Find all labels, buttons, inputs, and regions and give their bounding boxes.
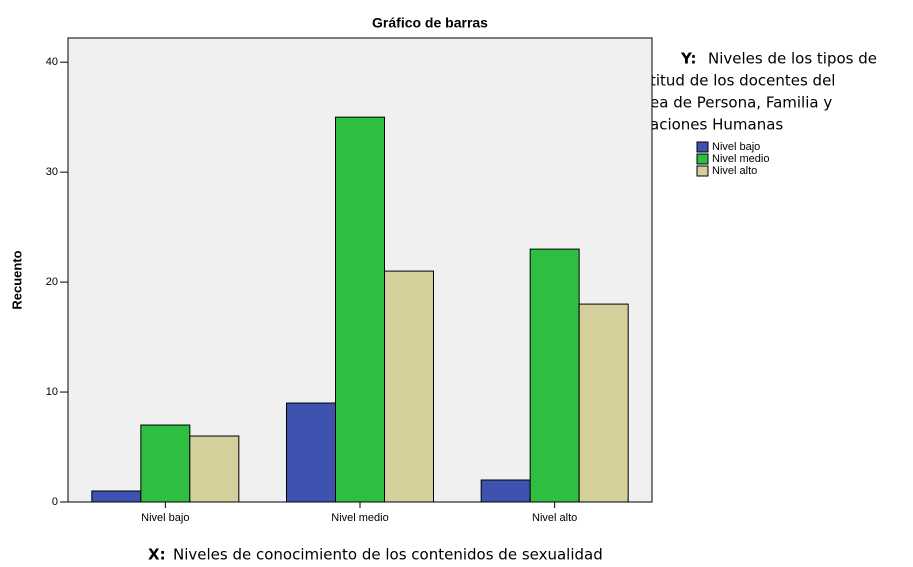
x-tick-label: Nivel bajo [141,512,189,524]
y-tick-label: 20 [46,276,58,288]
bar [529,248,580,503]
bar [91,490,142,503]
bar [140,424,191,503]
legend-label: Nivel alto [712,165,757,177]
y-note-line: aciones Humanas [650,116,783,134]
chart-title: Gráfico de barras [372,15,488,31]
y-tick-label: 0 [52,496,58,508]
legend-label: Nivel medio [712,153,769,165]
y-tick-label: 40 [46,56,58,68]
y-axis-label: Recuento [9,250,24,309]
bar [480,479,531,503]
y-note-line: ea de Persona, Familia y [650,94,832,112]
y-note-line: titud de los docentes del [650,72,835,90]
y-tick-label: 30 [46,166,58,178]
bar [335,116,385,503]
bar [578,303,629,503]
y-note-label: Y: [680,50,697,68]
legend-swatch [696,165,709,177]
legend-swatch [696,141,709,153]
legend-swatch [696,153,709,165]
x-note-label: X: [148,546,166,564]
x-tick-label: Nivel alto [532,512,577,524]
y-tick-label: 10 [46,386,58,398]
legend-label: Nivel bajo [712,141,760,153]
bar [384,270,434,503]
x-note-text: Niveles de conocimiento de los contenido… [173,546,603,564]
bar [189,435,240,503]
bar [286,402,336,503]
x-tick-label: Nivel medio [331,512,388,524]
y-note-line: Niveles de los tipos de [708,50,877,68]
